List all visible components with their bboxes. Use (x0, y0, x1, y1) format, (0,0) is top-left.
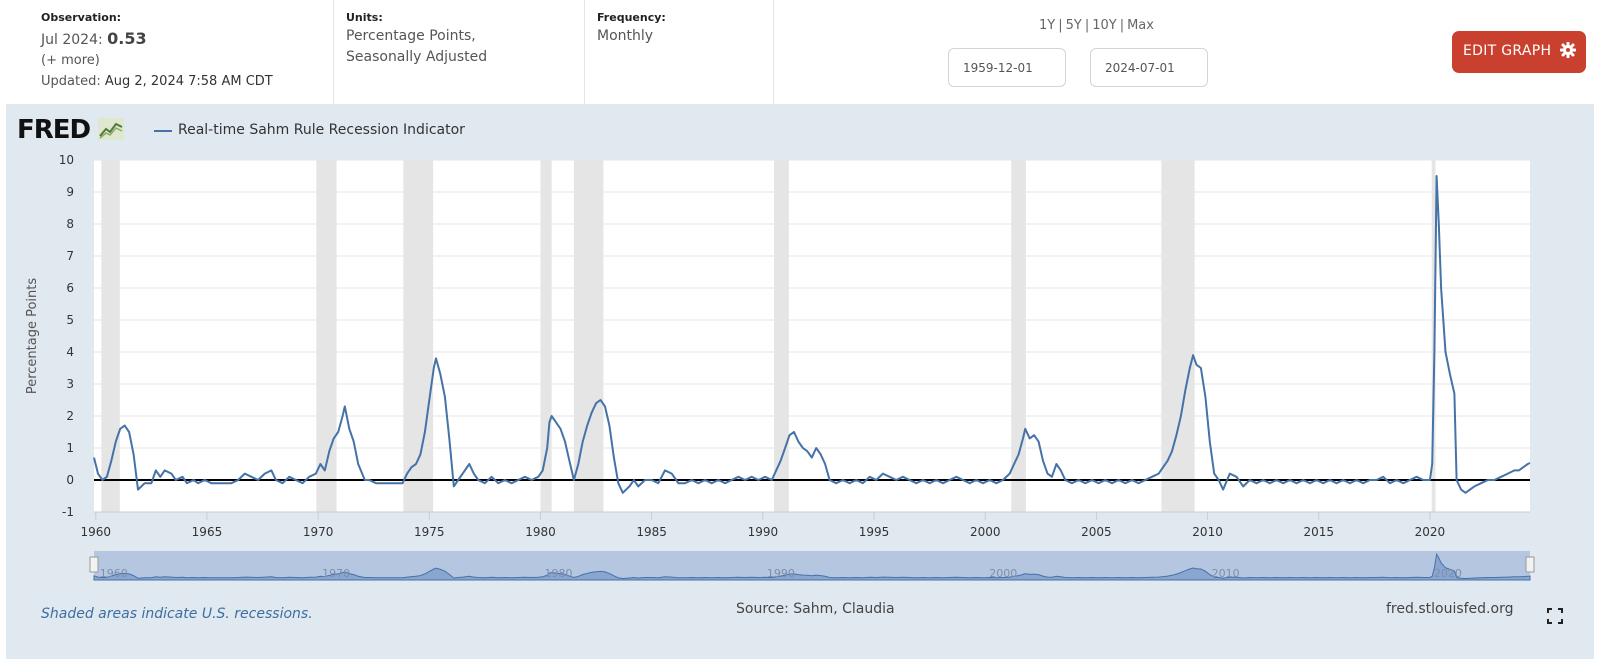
recession-band (101, 160, 120, 512)
recession-band (540, 160, 552, 512)
x-tick-label: 2010 (1192, 525, 1223, 539)
y-tick-label: 1 (66, 441, 74, 455)
x-tick-label: 1985 (636, 525, 667, 539)
updated-line: Updated: Aug 2, 2024 7:58 AM CDT (41, 71, 273, 92)
y-tick-label: 9 (66, 185, 74, 199)
navigator-label: 1990 (767, 567, 795, 580)
x-tick-label: 1965 (192, 525, 223, 539)
x-tick-label: 2015 (1303, 525, 1334, 539)
plot-background (94, 160, 1530, 512)
edit-graph-label: EDIT GRAPH (1463, 43, 1552, 59)
units-section: Units: Percentage Points, Seasonally Adj… (334, 0, 585, 104)
navigator-label: 2010 (1212, 567, 1240, 580)
navigator-label: 1980 (544, 567, 572, 580)
navigator-handle[interactable] (89, 556, 99, 573)
y-tick-label: 4 (66, 345, 74, 359)
gear-icon (1560, 42, 1576, 58)
recession-band (1011, 160, 1026, 512)
range-max[interactable]: Max (1127, 18, 1154, 33)
start-date-input[interactable]: 1959-12-01 (948, 48, 1066, 87)
series-line (93, 175, 1531, 494)
legend-label: Real-time Sahm Rule Recession Indicator (178, 122, 465, 138)
x-tick-label: 1980 (525, 525, 556, 539)
frequency-value: Monthly (597, 28, 654, 44)
y-tick-label: 8 (66, 217, 74, 231)
end-date-input[interactable]: 2024-07-01 (1090, 48, 1208, 87)
y-tick-label: 0 (66, 473, 74, 487)
more-link[interactable]: (+ more) (41, 53, 100, 68)
range-5y[interactable]: 5Y (1065, 18, 1082, 33)
frequency-section: Frequency: Monthly (585, 0, 774, 104)
x-tick-label: 1990 (748, 525, 779, 539)
x-tick-label: 1970 (303, 525, 334, 539)
legend-swatch (154, 130, 172, 132)
observation-value: 0.53 (107, 29, 147, 48)
range-10y[interactable]: 10Y (1092, 18, 1117, 33)
y-tick-label: 6 (66, 281, 74, 295)
y-tick-label: 3 (66, 377, 74, 391)
units-label: Units: (346, 11, 383, 24)
y-tick-label: 2 (66, 409, 74, 423)
navigator-label: 2020 (1434, 567, 1462, 580)
y-tick-label: 5 (66, 313, 74, 327)
range-links: 1Y | 5Y | 10Y | Max (1039, 18, 1154, 33)
source-text: Source: Sahm, Claudia (736, 601, 895, 617)
x-tick-label: 2000 (970, 525, 1001, 539)
recession-band (773, 160, 789, 512)
navigator-label: 1960 (100, 567, 128, 580)
navigator-handle[interactable] (1525, 556, 1535, 573)
y-tick-label: 7 (66, 249, 74, 263)
navigator-label: 2000 (989, 567, 1017, 580)
fred-logo: FRED (17, 115, 125, 145)
observation-line: Jul 2024: 0.53 (41, 28, 147, 51)
recession-band (1161, 160, 1195, 512)
units-line2: Seasonally Adjusted (346, 49, 488, 65)
y-axis-title: Percentage Points (25, 278, 40, 395)
chart-panel: FRED Real-time Sahm Rule Recession Indic… (6, 104, 1594, 659)
x-tick-label: 1960 (81, 525, 112, 539)
edit-graph-button[interactable]: EDIT GRAPH (1452, 31, 1586, 73)
site-link[interactable]: fred.stlouisfed.org (1386, 601, 1514, 617)
chart-area: -1 0 1 2 3 4 5 6 7 8 9 10 1960 1965 1970 1975 1980 1985 19… (25, 153, 1535, 581)
chart-logo-icon (98, 118, 125, 140)
frequency-label: Frequency: (597, 11, 666, 24)
observation-section: Observation: Jul 2024: 0.53 (+ more) Upd… (0, 0, 334, 104)
observation-period: Jul 2024: (41, 32, 103, 48)
updated-label: Updated: (41, 74, 101, 89)
navigator-series (93, 552, 1531, 581)
y-tick-label: 10 (59, 153, 74, 167)
updated-value: Aug 2, 2024 7:58 AM CDT (104, 74, 273, 89)
x-tick-label: 1995 (859, 525, 890, 539)
x-tick-label: 1975 (414, 525, 445, 539)
fred-logo-text: FRED (17, 115, 91, 145)
range-1y[interactable]: 1Y (1039, 18, 1056, 33)
observation-label: Observation: (41, 11, 122, 24)
header-bar: Observation: Jul 2024: 0.53 (+ more) Upd… (0, 0, 1600, 104)
recession-footnote: Shaded areas indicate U.S. recessions. (41, 606, 313, 622)
units-line1: Percentage Points, (346, 28, 476, 44)
recession-band (403, 160, 434, 512)
x-tick-label: 2020 (1415, 525, 1446, 539)
x-tick-label: 2005 (1081, 525, 1112, 539)
recession-band (316, 160, 337, 512)
fullscreen-icon[interactable] (1547, 608, 1563, 624)
navigator-label: 1970 (322, 567, 350, 580)
y-tick-label: -1 (62, 505, 74, 519)
recession-band (573, 160, 604, 512)
